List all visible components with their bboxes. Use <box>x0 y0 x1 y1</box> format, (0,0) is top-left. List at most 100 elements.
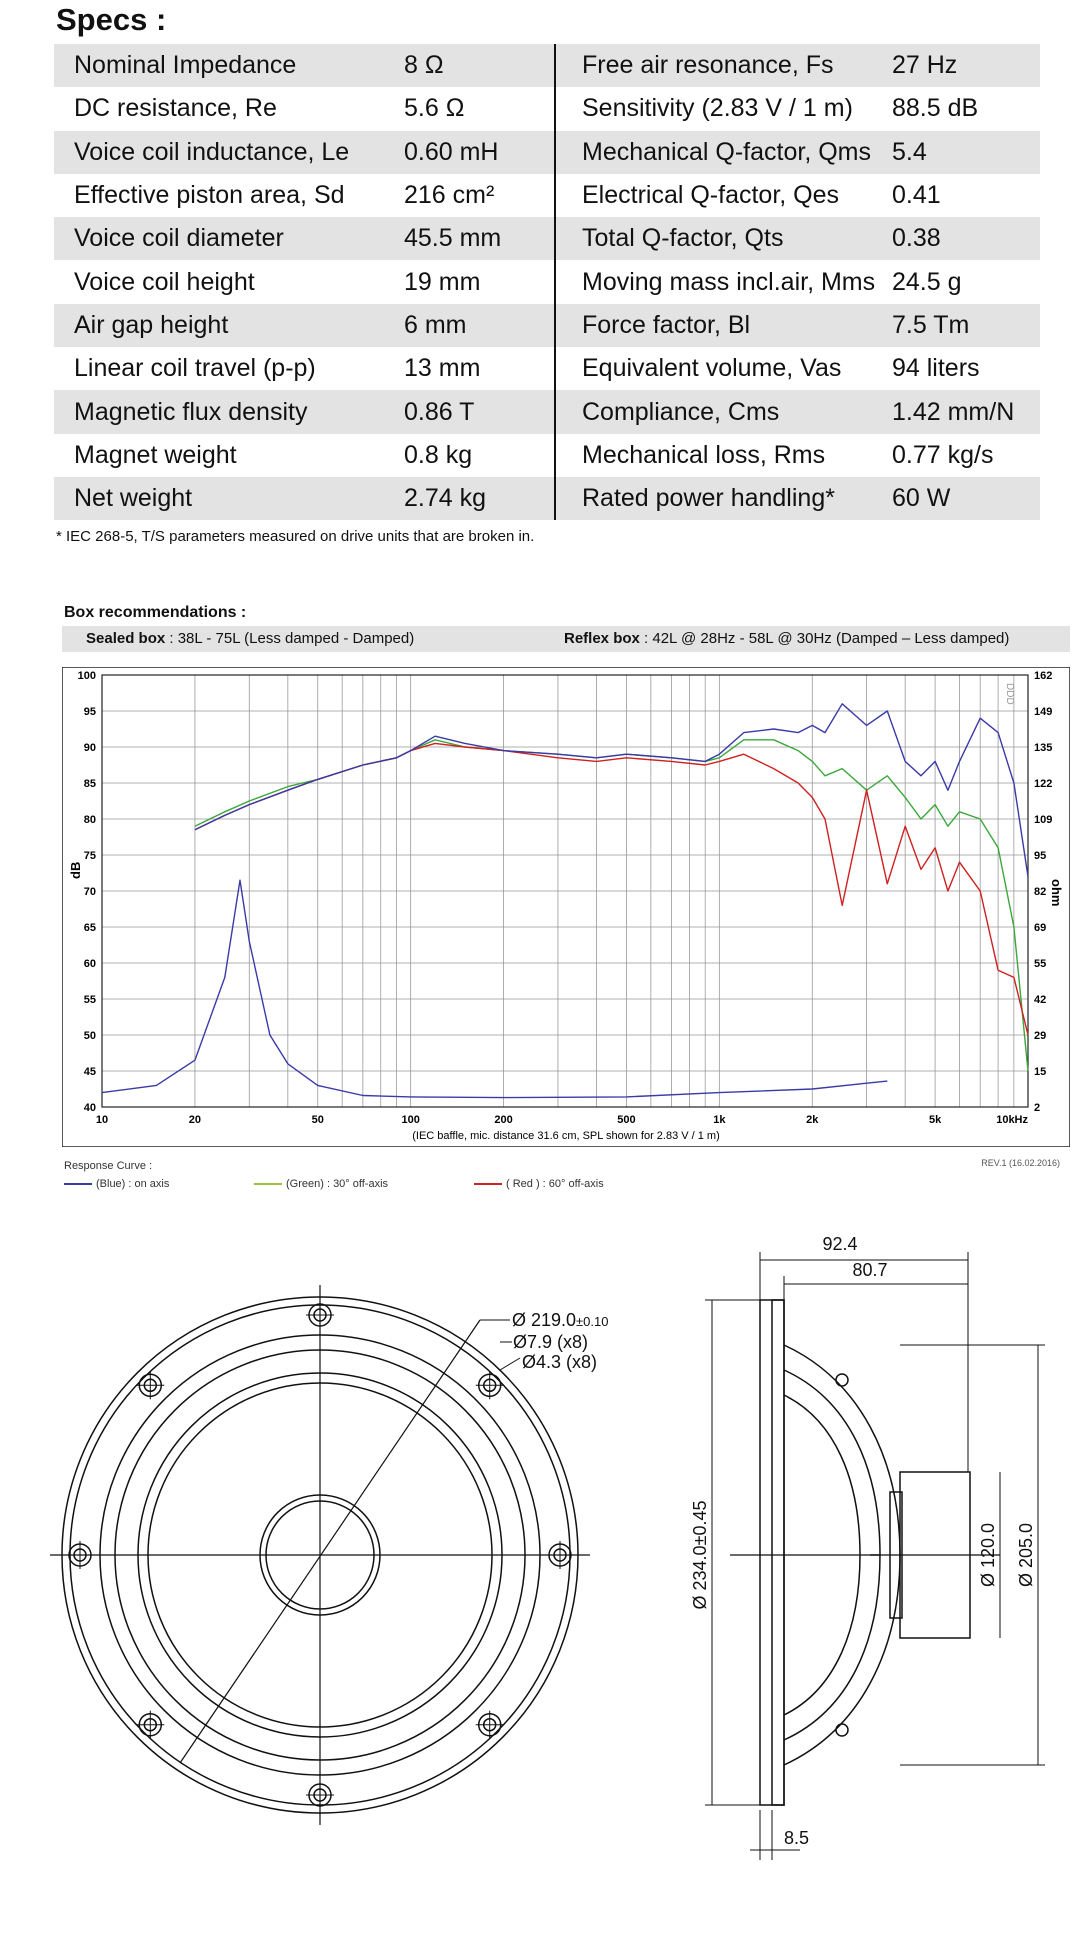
frequency-response-chart: 40 45 50 55 60 65 70 75 80 85 90 95 100 2 15 29 42 55 69 82… <box>62 667 1070 1147</box>
y2-tick-label: 82 <box>1034 886 1046 898</box>
y-tick-label: 90 <box>84 742 96 754</box>
leader-43 <box>499 1357 521 1371</box>
spec-value: 2.74 kg <box>394 476 556 521</box>
spec-label: Air gap height <box>54 303 394 348</box>
y-tick-label: 70 <box>84 886 96 898</box>
spec-label: Force factor, Bl <box>555 303 882 348</box>
spec-value: 13 mm <box>394 347 556 391</box>
chart-watermark: DDD <box>1004 683 1015 705</box>
specs-table-body: Nominal Impedance 8 Ω Free air resonance, … <box>54 44 1040 521</box>
spec-value: 24.5 g <box>892 267 962 296</box>
y2-tick-label: 42 <box>1034 994 1046 1006</box>
front-view <box>50 1285 590 1825</box>
dim-79-label: Ø7.9 (x8) <box>513 1332 588 1352</box>
reflex-box-label: Reflex box <box>564 630 640 647</box>
x-tick-label: 1k <box>713 1114 726 1126</box>
spec-label: Nominal Impedance <box>54 44 394 88</box>
legend: (Blue) : on axis (Green) : 30° off-axis … <box>64 1178 1064 1194</box>
y-tick-label: 60 <box>84 958 96 970</box>
spec-label: Magnetic flux density <box>54 390 394 434</box>
plot-area <box>101 674 1029 1108</box>
spec-row: Air gap height 6 mm Force factor, Bl 7.5 Tm <box>54 303 1040 348</box>
x-tick-label: 5k <box>929 1114 942 1126</box>
x-tick-label: 20 <box>189 1114 201 1126</box>
spec-row: Linear coil travel (p-p) 13 mm Equivalent … <box>54 347 1040 391</box>
spec-row: Magnet weight 0.8 kg Mechanical loss, Rms 0… <box>54 433 1040 477</box>
mount-holes-group <box>66 1301 574 1809</box>
x-tick-label: 500 <box>617 1114 635 1126</box>
spec-value: 94 liters <box>892 354 980 383</box>
reflex-box-bar: Reflex box : 42L @ 28Hz - 58L @ 30Hz (Da… <box>540 626 1070 652</box>
dim-807-label: 80.7 <box>852 1260 887 1280</box>
spec-value: 27 Hz <box>882 44 1040 88</box>
y-tick-label: 80 <box>84 814 96 826</box>
dim-205-label: Ø 205.0 <box>1016 1523 1036 1587</box>
y-tick-label: 95 <box>84 706 96 718</box>
y-tick-label: 50 <box>84 1030 96 1042</box>
spec-value: 5.6 Ω <box>394 87 556 131</box>
spec-label: Compliance, Cms <box>555 390 882 434</box>
spec-row: Voice coil inductance, Le 0.60 mH Mechanic… <box>54 130 1040 174</box>
y2-tick-label: 95 <box>1034 850 1046 862</box>
spec-label: Rated power handling* <box>555 476 882 521</box>
chart-ticks-group: 40 45 50 55 60 65 70 75 80 85 90 95 100 2 15 29 42 55 69 82… <box>78 670 1053 1126</box>
dim-43-label: Ø4.3 (x8) <box>522 1352 597 1372</box>
spec-row: Voice coil diameter 45.5 mm Total Q-factor… <box>54 217 1040 261</box>
spec-value: 45.5 mm <box>394 217 556 261</box>
x-tick-label: 10kHz <box>996 1114 1028 1126</box>
spec-value: 0.77 kg/s <box>892 440 994 469</box>
revision-label: REV.1 (16.02.2016) <box>981 1158 1060 1168</box>
x-tick-label: 200 <box>494 1114 512 1126</box>
spec-value: 216 cm² <box>394 173 556 218</box>
spec-row: Voice coil height 19 mm Moving mass incl.a… <box>54 260 1040 304</box>
y2-tick-label: 69 <box>1034 922 1046 934</box>
chart-grid <box>101 674 1029 1108</box>
legend-label-blue: (Blue) : on axis <box>96 1178 170 1190</box>
spec-label: Equivalent volume, Vas <box>582 354 842 383</box>
y-tick-label: 45 <box>84 1066 96 1078</box>
spec-label: Total Q-factor, Qts <box>555 217 882 261</box>
legend-swatch-blue <box>64 1183 92 1185</box>
spec-row: Effective piston area, Sd 216 cm² Electric… <box>54 173 1040 218</box>
y-tick-label: 40 <box>84 1102 96 1114</box>
spec-value: 0.86 T <box>394 390 556 434</box>
legend-label-red: ( Red ) : 60° off-axis <box>506 1178 604 1190</box>
spec-value: 7.5 Tm <box>882 303 1040 348</box>
y2-tick-label: 149 <box>1034 706 1052 718</box>
legend-item-red: ( Red ) : 60° off-axis <box>474 1178 604 1190</box>
y-tick-label: 55 <box>84 994 96 1006</box>
legend-item-green: (Green) : 30° off-axis <box>254 1178 388 1190</box>
spec-value: 0.38 <box>882 217 1040 261</box>
x-tick-label: 50 <box>312 1114 324 1126</box>
spec-label: Moving mass incl.air, Mms <box>582 267 876 296</box>
impedance-series-line <box>101 879 888 1099</box>
spec-label: Sensitivity (2.83 V / 1 m) <box>582 94 853 123</box>
legend-label-green: (Green) : 30° off-axis <box>286 1178 389 1190</box>
spec-value: 6 mm <box>394 303 556 348</box>
spec-value: 0.60 mH <box>394 130 556 174</box>
dim-924-label: 92.4 <box>822 1234 857 1254</box>
terminal-bottom <box>835 1723 849 1737</box>
spec-row: Nominal Impedance 8 Ω Free air resonance, … <box>54 44 1040 88</box>
chart-series-group <box>101 703 1029 1099</box>
spec-label: Mechanical Q-factor, Qms <box>555 130 882 174</box>
y2-tick-label: 122 <box>1034 778 1052 790</box>
spec-value: 0.41 <box>892 181 941 210</box>
y2-tick-label: 2 <box>1034 1102 1040 1114</box>
specs-title: Specs : <box>56 2 167 37</box>
specs-table: Nominal Impedance 8 Ω Free air resonance, … <box>54 44 1040 521</box>
y2-tick-label: 135 <box>1034 742 1052 754</box>
y-axis-label: dB <box>68 862 83 879</box>
legend-swatch-green <box>254 1183 282 1185</box>
dim-234-label: Ø 234.0±0.45 <box>690 1501 710 1610</box>
spec-value: 88.5 dB <box>892 94 979 123</box>
x-tick-label: 100 <box>401 1114 419 1126</box>
spec-label: Electrical Q-factor, Qes <box>582 181 840 210</box>
specs-footnote: * IEC 268-5, T/S parameters measured on … <box>56 528 535 545</box>
side-view <box>705 1252 1045 1860</box>
spec-label: Free air resonance, Fs <box>555 44 882 88</box>
diameter-leader-line <box>179 1319 481 1764</box>
response-series-line <box>194 703 1029 877</box>
y2-axis-label: ohm <box>1049 879 1064 906</box>
chart-border <box>62 667 1070 1147</box>
